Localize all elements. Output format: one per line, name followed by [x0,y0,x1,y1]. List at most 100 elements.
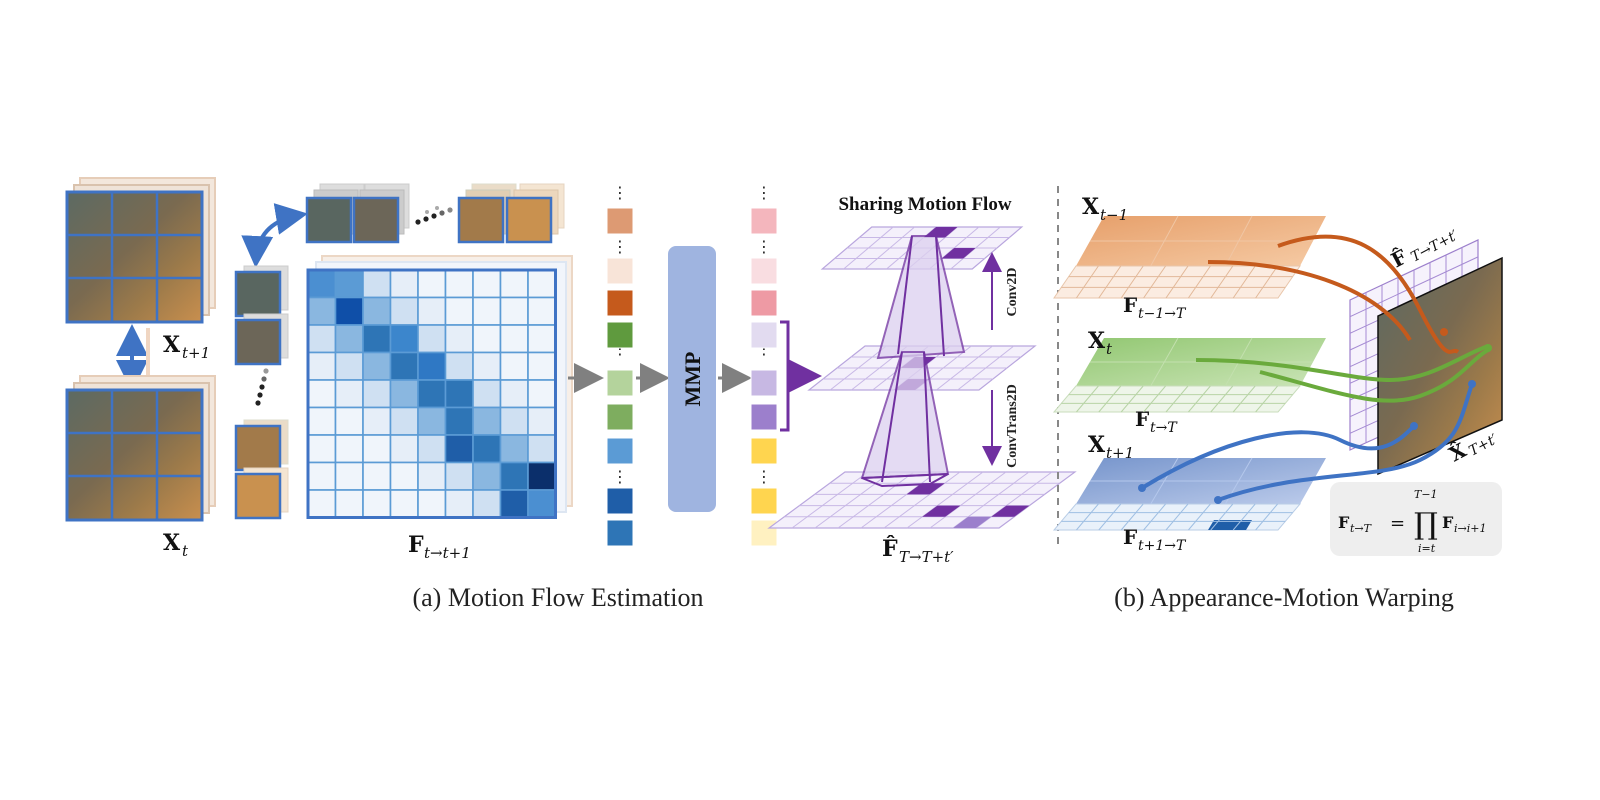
layer-grid-line [1232,385,1256,413]
label-f-t: F [1135,407,1149,431]
layer-grid-line [1098,385,1122,413]
label-x-hat-sub: T+t′ [1466,431,1501,460]
matrix-cell [417,324,447,354]
layer-grid-line [1255,265,1279,299]
label-x-t-minus-1-sub: t−1 [1100,206,1128,224]
warp-point-blue-3 [1410,422,1418,430]
matrix-cell [444,269,474,299]
token [750,321,778,349]
layer-grid-line [1232,503,1256,531]
layer-grid-line [1120,265,1144,299]
grid-cell-highlight [1208,520,1252,530]
matrix-cell [527,296,557,326]
layer-grid-line [1165,265,1189,299]
label-f-t-plus-1: F [1123,525,1137,549]
matrix-cell [527,379,557,409]
matrix-cell [417,434,447,464]
flow-cell [991,505,1030,517]
formula-lower: i=t [1418,542,1436,555]
frame-x-t-plus-1 [65,190,204,324]
label-x-t-sub: t [182,542,189,560]
matrix-cell [472,434,502,464]
token-ellipsis: ⋮ [756,237,772,256]
token [750,437,778,465]
token [606,207,634,235]
layer-grid-line [1188,503,1211,531]
flow-grid-line [791,471,869,529]
layer-grid-line [1143,265,1167,299]
matrix-cell [444,379,474,409]
matrix-cell [444,324,474,354]
matrix-cell [417,296,447,326]
warp-point-green [1484,344,1492,352]
matrix-cell [472,296,502,326]
matrix-cell [444,406,474,436]
panel-a: X t+1 X t [65,177,1077,612]
matrix-cell [362,406,392,436]
matrix-cell [499,351,529,381]
warp-point-blue-2 [1214,496,1222,504]
token [750,257,778,285]
matrix-border [306,268,557,519]
matrix-cell [334,406,364,436]
matrix-cell [527,406,557,436]
matrix-cell [499,434,529,464]
matrix-cell [334,324,364,354]
token [606,321,634,349]
flow-cell [922,505,961,517]
token-ellipsis: ⋮ [612,237,628,256]
frame-stack-bottom [65,375,216,522]
token-column-left: ⋮⋮⋮⋮ [606,183,634,547]
layer-grid-line [1098,265,1122,299]
warp-point-orange [1440,328,1448,336]
formula-eq: = [1390,513,1405,534]
mmp-block [668,246,716,512]
matrix-cell [417,351,447,381]
patch-row-top [305,183,565,244]
label-f-t-sub: t→T [1150,420,1178,436]
matrix-cell [307,269,337,299]
matrix-cell [417,269,447,299]
matrix-cell [499,324,529,354]
matrix-cell [334,296,364,326]
flow-cell [906,483,945,495]
matrix-cell [444,434,474,464]
matrix-cell [307,324,337,354]
token [606,369,634,397]
caption-b: (b) Appearance-Motion Warping [1114,583,1454,612]
matrix-cell [444,489,474,519]
token [750,207,778,235]
matrix-cell [389,324,419,354]
matrix-cell [389,461,419,491]
matrix-cell [417,406,447,436]
conv2d-label: Conv2D [1005,267,1020,316]
flow-cell [923,227,958,238]
matrix-cell [334,489,364,519]
matrix-cell [417,461,447,491]
pyramid-edge [881,351,903,483]
layer-grid-line [1076,503,1099,531]
label-x-t-minus-1: X [1082,194,1100,220]
layer-grid-line [1232,265,1256,299]
layer-grid-line [1187,265,1211,299]
formula-box [1330,482,1502,556]
patch-link-arrow [241,203,308,268]
flow-grid-line [906,471,984,529]
matrix-cell [389,434,419,464]
label-matrix: F [408,532,424,558]
formula-upper: T−1 [1414,488,1438,501]
matrix-cell [527,434,557,464]
matrix-cell [472,406,502,436]
token [750,289,778,317]
layer-grid-line [1143,385,1166,413]
layer-grid-line [1255,503,1278,531]
output-frame [1377,256,1503,476]
layer-grid-line [1075,265,1099,299]
matrix-cell [527,461,557,491]
layer-grid-line [1188,385,1211,413]
label-f-t-plus-1-sub: t+1→T [1138,538,1187,554]
matrix-cell [499,269,529,299]
matrix-cell [334,351,364,381]
matrix-cell [307,351,337,381]
label-flow-out-sub: T→T+t′ [899,548,954,566]
